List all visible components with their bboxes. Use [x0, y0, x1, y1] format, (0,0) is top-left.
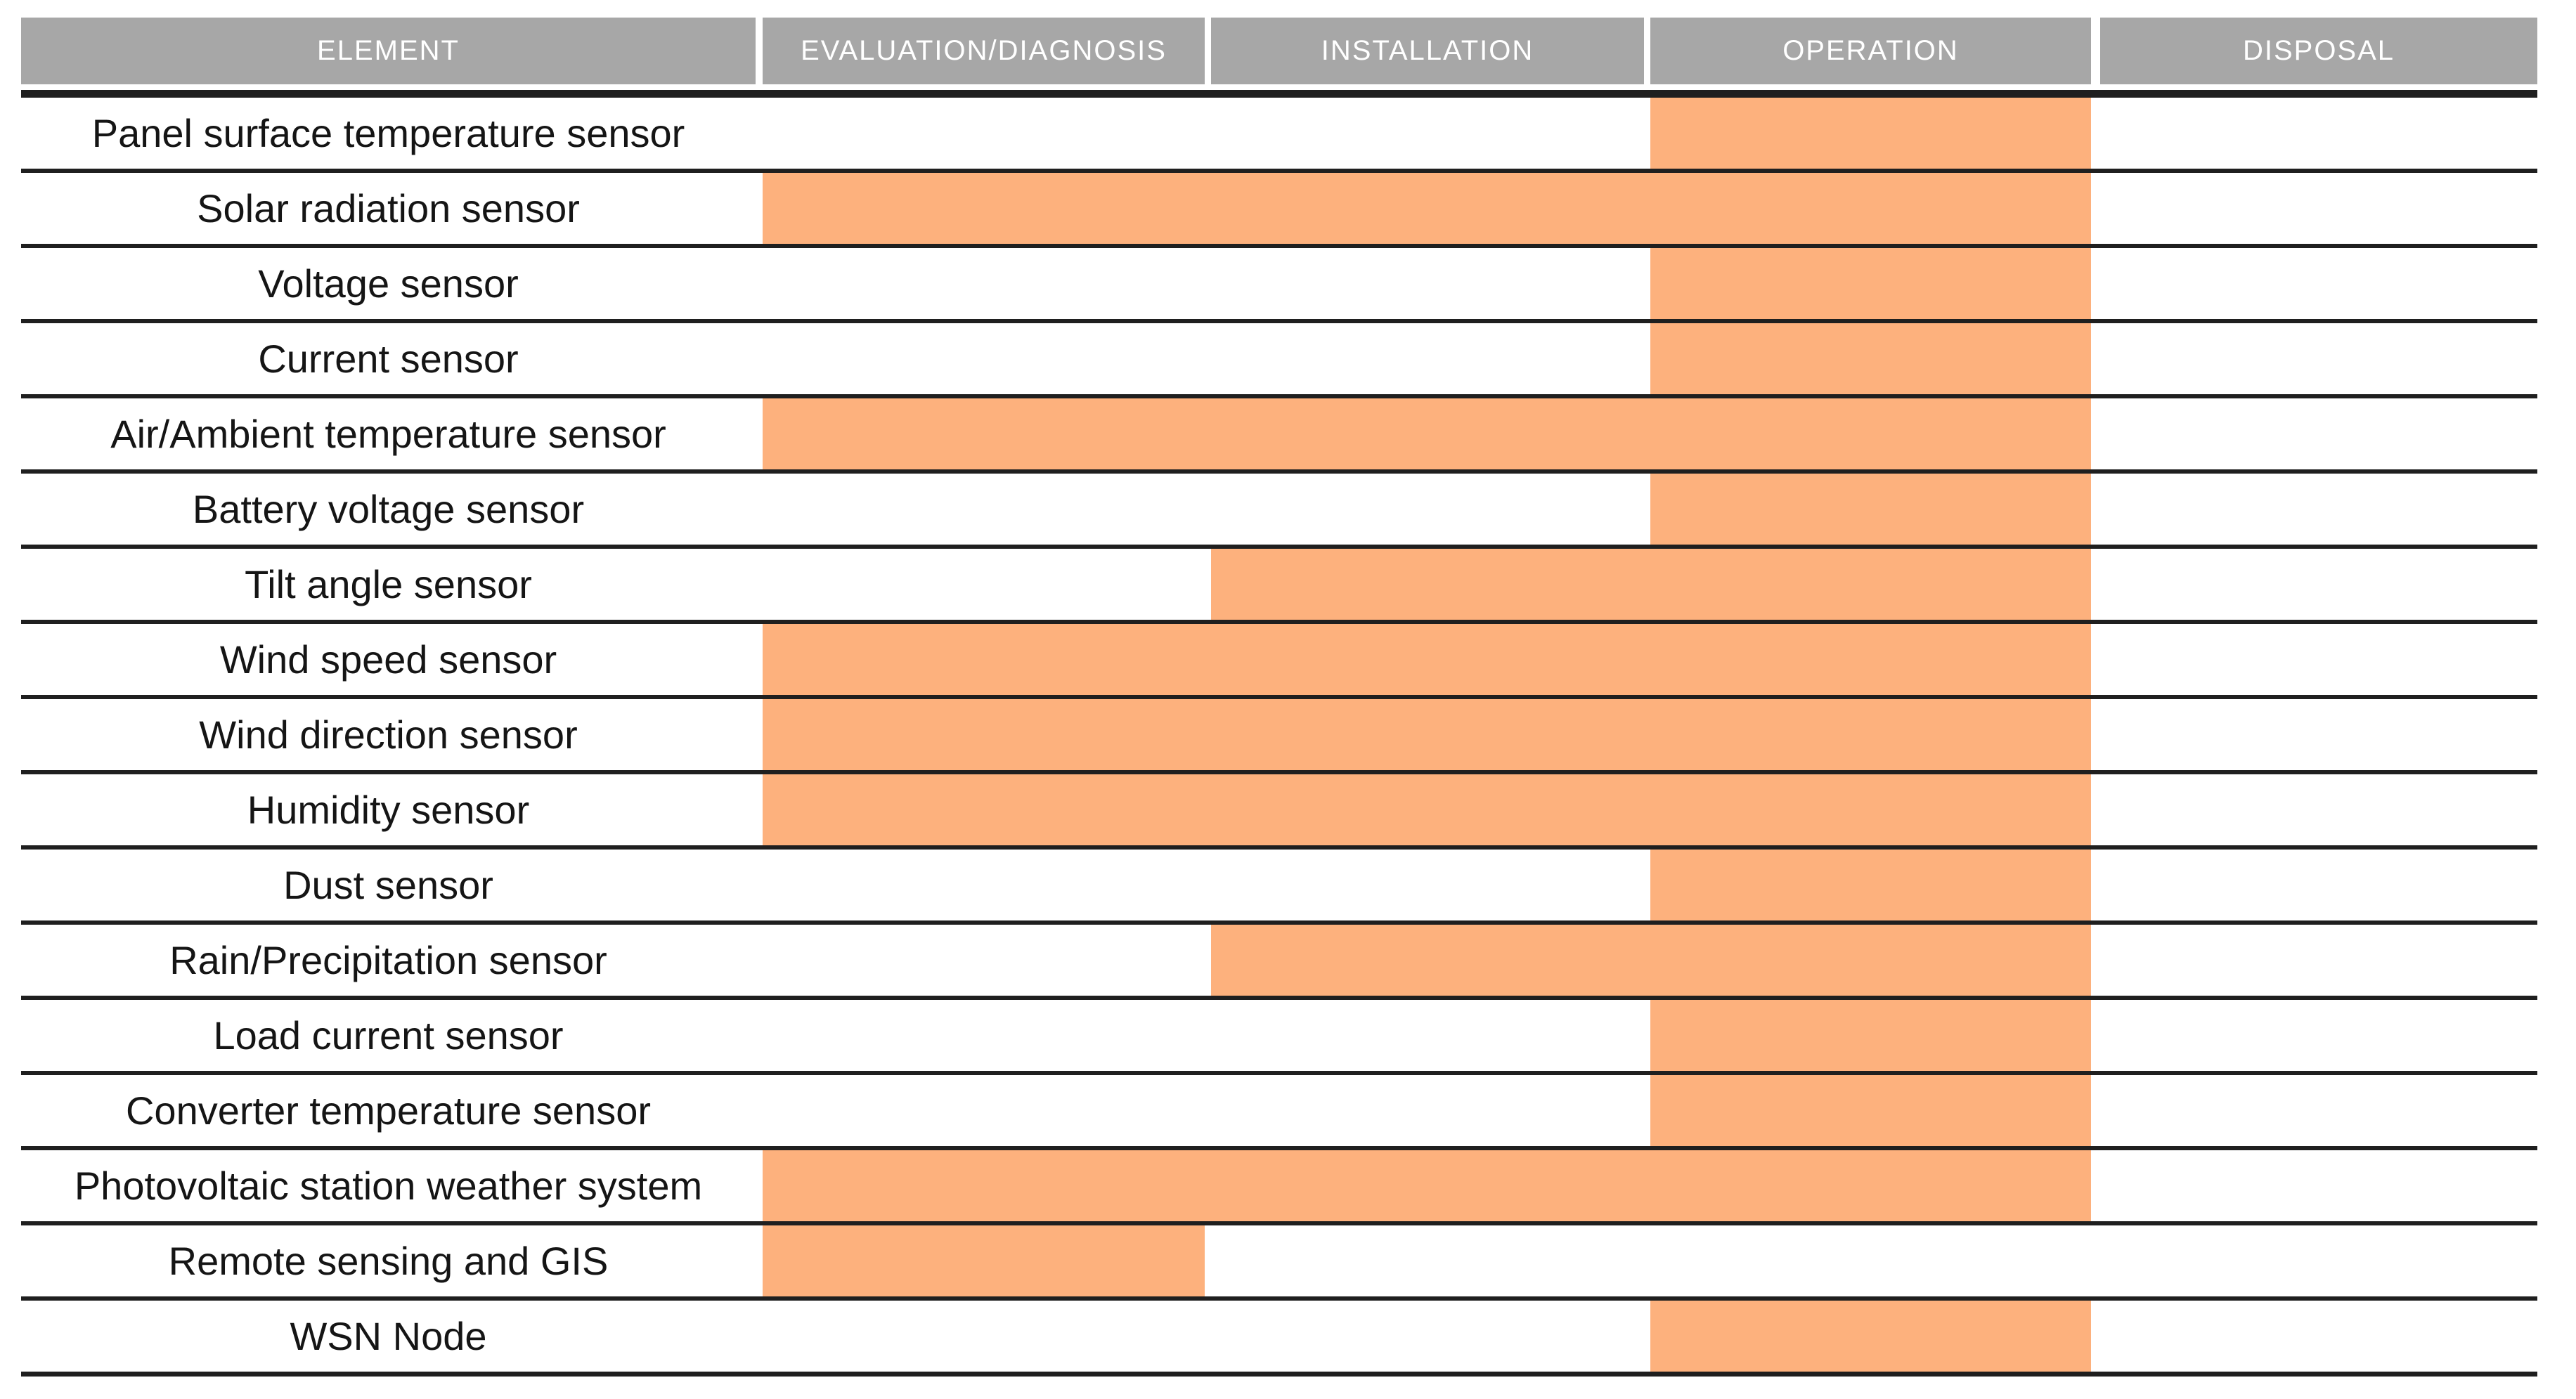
element-label: Tilt angle sensor — [245, 562, 532, 606]
table-row: Solar radiation sensor — [21, 173, 2537, 248]
phase-coverage-bar — [1650, 248, 2091, 319]
phase-coverage-bar — [763, 1150, 2091, 1221]
element-label: Solar radiation sensor — [197, 186, 580, 230]
phase-coverage-bar — [1650, 98, 2091, 169]
element-label: Air/Ambient temperature sensor — [110, 412, 666, 456]
element-label: Rain/Precipitation sensor — [169, 938, 607, 982]
element-label: Panel surface temperature sensor — [91, 111, 685, 155]
table-row: Air/Ambient temperature sensor — [21, 398, 2537, 474]
table-row: Load current sensor — [21, 1000, 2537, 1075]
table-row: Rain/Precipitation sensor — [21, 925, 2537, 1000]
element-label: Wind speed sensor — [219, 637, 557, 682]
element-label: Humidity sensor — [247, 788, 530, 832]
phase-coverage-bar — [1211, 925, 2091, 996]
element-label: Photovoltaic station weather system — [74, 1164, 703, 1208]
column-header-operation: OPERATION — [1650, 18, 2091, 84]
column-header-installation: INSTALLATION — [1211, 18, 1644, 84]
phase-coverage-bar — [1650, 1301, 2091, 1372]
table-row: Tilt angle sensor — [21, 549, 2537, 624]
table-body: Panel surface temperature sensor Solar ra… — [21, 98, 2537, 1377]
column-header-element: ELEMENT — [21, 18, 756, 84]
column-header-disposal: DISPOSAL — [2100, 18, 2537, 84]
phase-coverage-bar — [1650, 1000, 2091, 1071]
element-label: Dust sensor — [283, 863, 493, 907]
element-label: Voltage sensor — [258, 261, 519, 306]
phase-coverage-bar — [1650, 1075, 2091, 1146]
element-label: Load current sensor — [213, 1013, 564, 1058]
header-separator-rule — [21, 84, 2537, 98]
phase-coverage-bar — [763, 398, 2091, 469]
phase-coverage-bar — [1650, 323, 2091, 394]
table-row: Humidity sensor — [21, 774, 2537, 850]
sensor-lifecycle-table: ELEMENT EVALUATION/DIAGNOSIS INSTALLATIO… — [21, 18, 2537, 1377]
header-row: ELEMENT EVALUATION/DIAGNOSIS INSTALLATIO… — [21, 18, 2537, 84]
phase-coverage-bar — [1650, 850, 2091, 920]
element-label: WSN Node — [290, 1314, 487, 1358]
phase-coverage-bar — [763, 774, 2091, 845]
column-header-evaluation: EVALUATION/DIAGNOSIS — [763, 18, 1205, 84]
element-label: Converter temperature sensor — [125, 1088, 651, 1133]
table-row: Converter temperature sensor — [21, 1075, 2537, 1150]
table-row: Battery voltage sensor — [21, 474, 2537, 549]
table-row: WSN Node — [21, 1301, 2537, 1377]
element-label: Battery voltage sensor — [192, 487, 585, 531]
element-label: Remote sensing and GIS — [168, 1239, 609, 1283]
table-row: Panel surface temperature sensor — [21, 98, 2537, 173]
phase-coverage-bar — [763, 173, 2091, 244]
table-row: Wind speed sensor — [21, 624, 2537, 699]
element-label: Current sensor — [258, 337, 519, 381]
table-row: Wind direction sensor — [21, 699, 2537, 774]
table-row: Photovoltaic station weather system — [21, 1150, 2537, 1225]
phase-coverage-bar — [1650, 474, 2091, 545]
table-row: Remote sensing and GIS — [21, 1225, 2537, 1301]
table-row: Current sensor — [21, 323, 2537, 398]
table-row: Dust sensor — [21, 850, 2537, 925]
element-label: Wind direction sensor — [199, 712, 578, 757]
table-row: Voltage sensor — [21, 248, 2537, 323]
phase-coverage-bar — [1211, 549, 2091, 620]
phase-coverage-bar — [763, 699, 2091, 770]
phase-coverage-bar — [763, 624, 2091, 695]
phase-coverage-bar — [763, 1225, 1205, 1296]
